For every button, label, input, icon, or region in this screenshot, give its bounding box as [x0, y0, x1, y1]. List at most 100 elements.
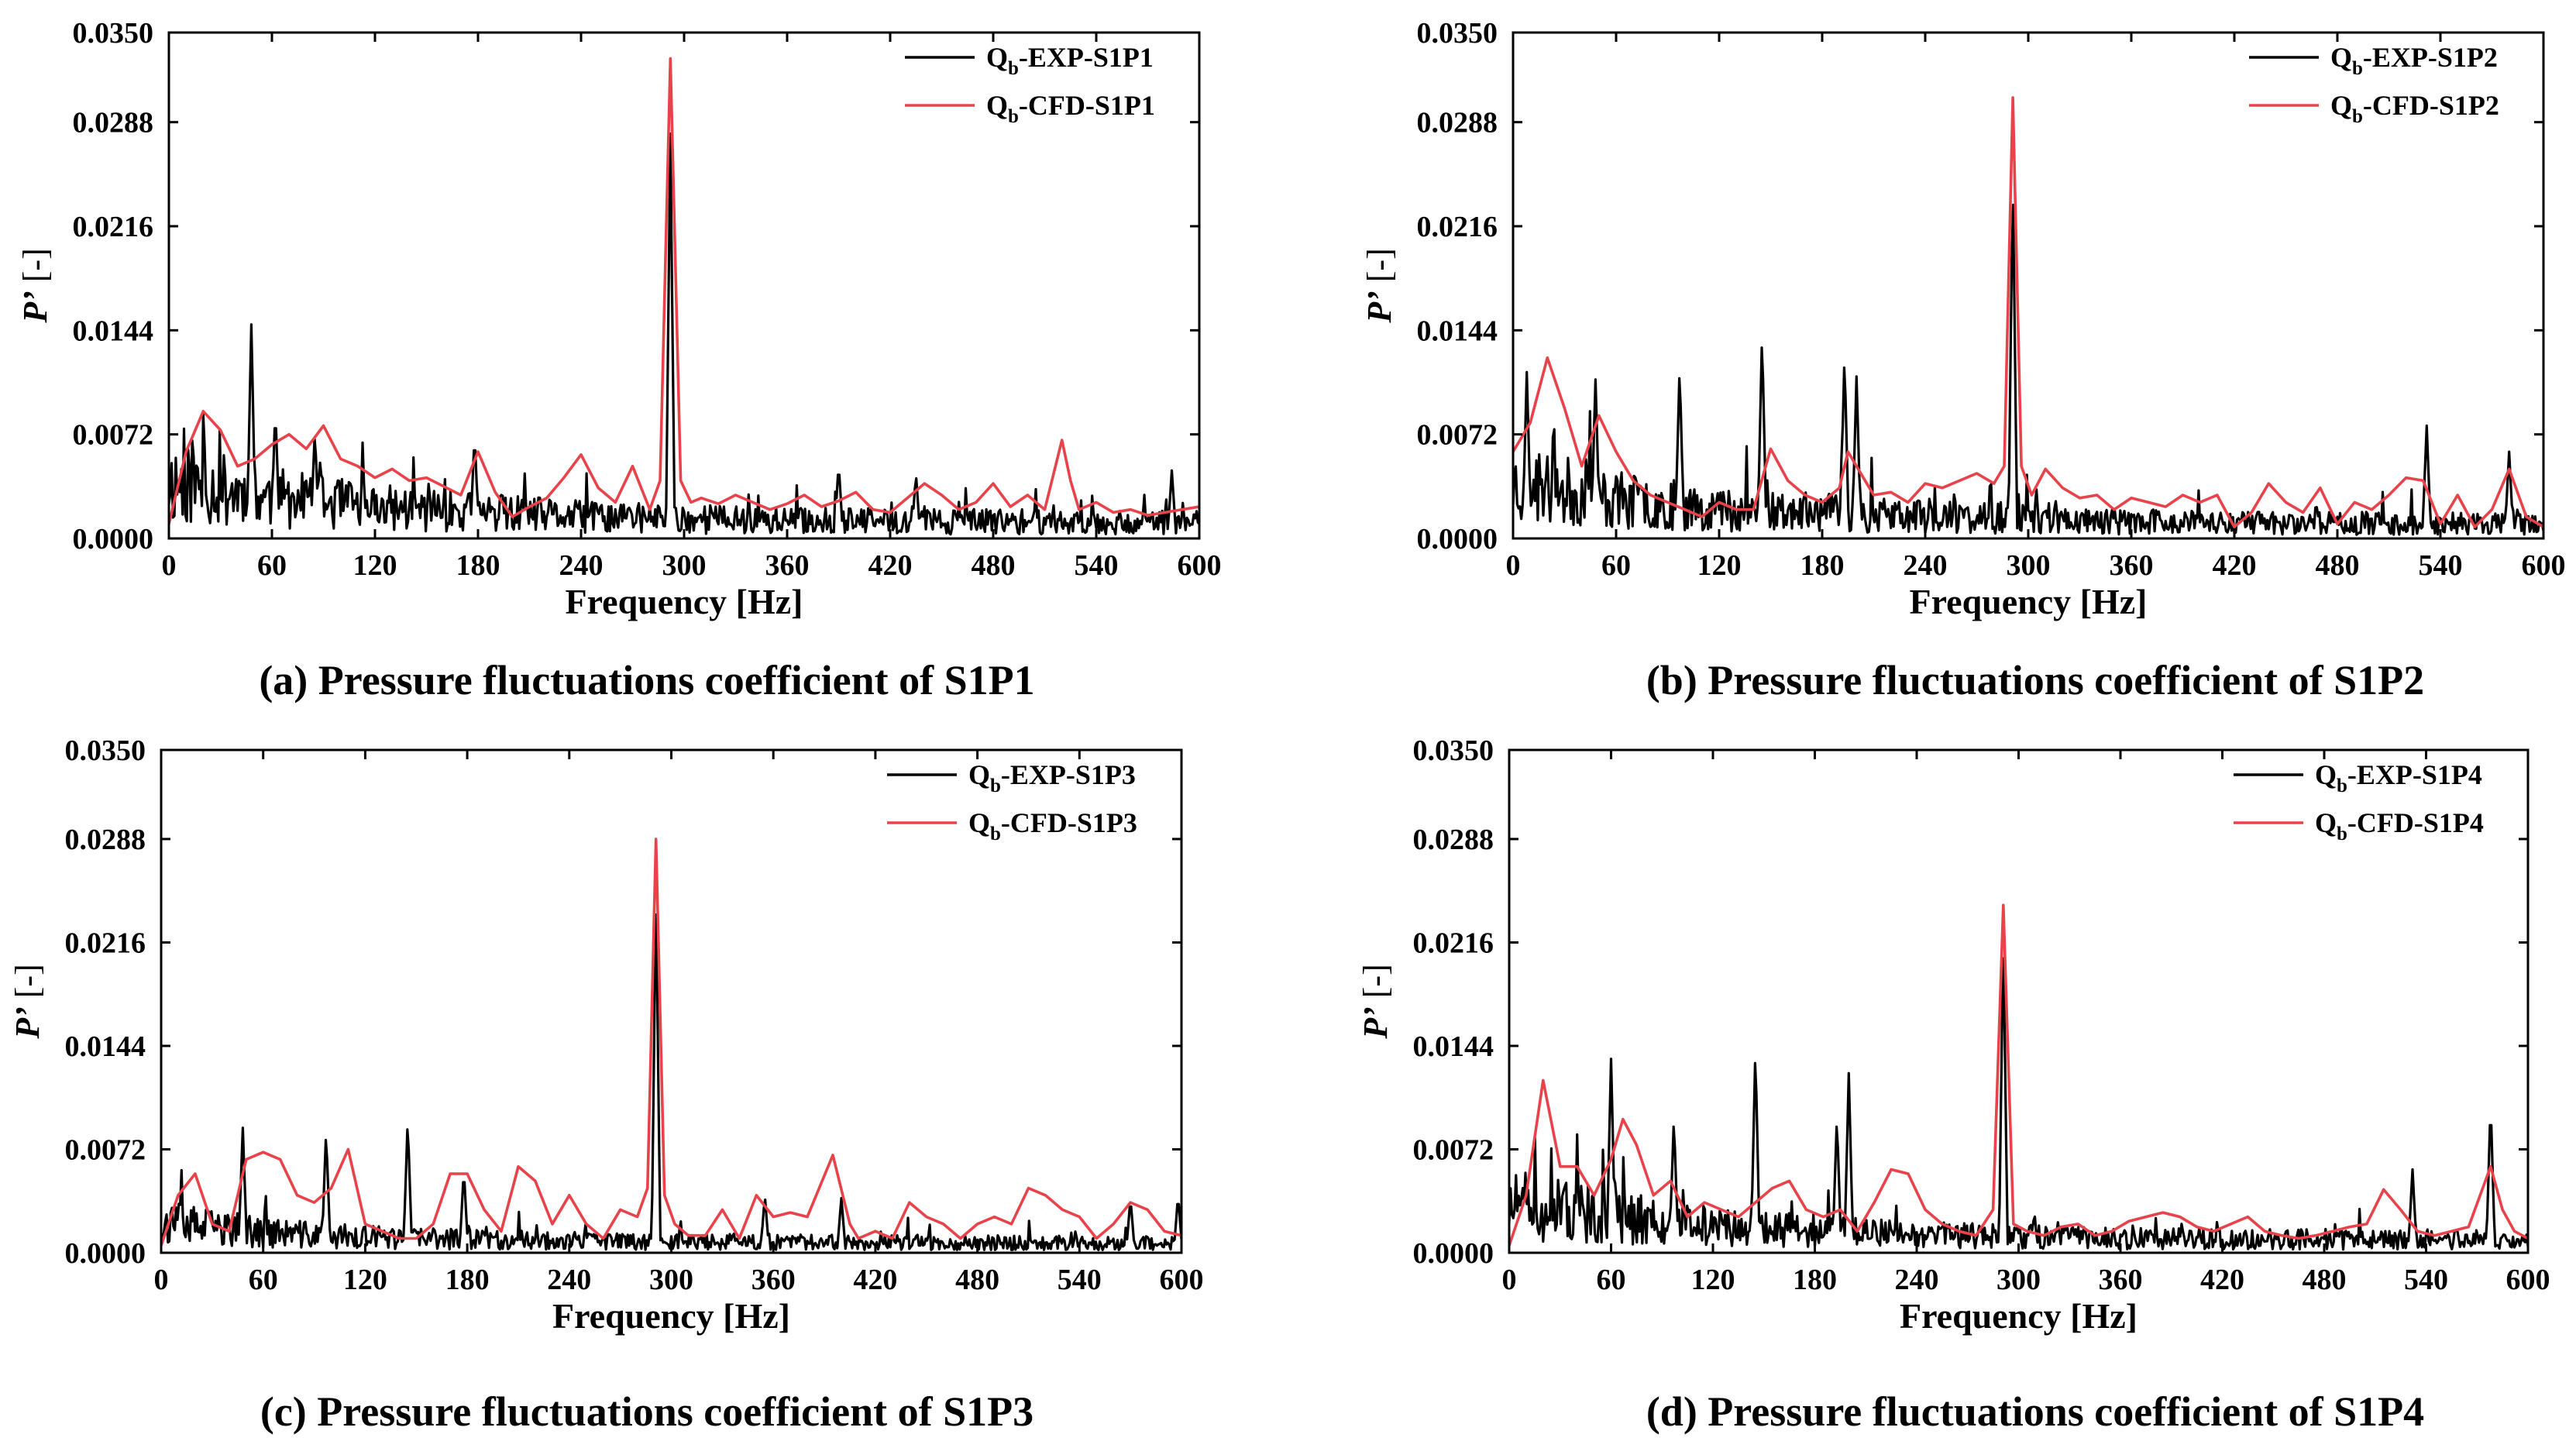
legend-name: -CFD-S1P3 — [1001, 807, 1137, 838]
legend-name: -CFD-S1P4 — [2347, 807, 2484, 838]
x-tick-label: 540 — [2419, 549, 2463, 582]
x-axis-label: Frequency [Hz] — [1900, 1296, 2137, 1336]
x-tick-label: 420 — [868, 549, 913, 582]
x-tick-label: 60 — [1597, 1264, 1626, 1296]
legend-subscript: b — [2352, 106, 2363, 127]
y-axis-label-symbol: P’ — [9, 1006, 46, 1040]
x-tick-label: 480 — [2303, 1264, 2347, 1296]
x-tick-label: 240 — [547, 1264, 591, 1296]
y-tick-label: 0.0000 — [1417, 523, 1498, 555]
x-tick-label: 120 — [353, 549, 397, 582]
plot-area — [169, 57, 1199, 536]
legend: Qb-EXP-S1P1 Qb-CFD-S1P1 — [905, 42, 1155, 127]
x-tick-label: 60 — [1601, 549, 1631, 582]
plot-area — [1509, 903, 2528, 1251]
y-tick-label: 0.0072 — [1417, 419, 1498, 452]
y-axis-label-symbol: P’ — [1360, 291, 1398, 324]
x-tick-label: 180 — [445, 1264, 490, 1296]
x-tick-label: 60 — [257, 549, 287, 582]
plot-area — [1513, 96, 2543, 536]
legend-q: Q — [986, 90, 1008, 121]
y-tick-label: 0.0216 — [1417, 211, 1498, 243]
legend-subscript: b — [990, 776, 1001, 796]
y-axis-label-unit: [-] — [1360, 248, 1398, 291]
y-tick-label: 0.0288 — [1417, 107, 1498, 139]
legend-entry-Qb-EXP-S1P1: Qb-EXP-S1P1 — [986, 42, 1154, 79]
y-tick-label: 0.0000 — [65, 1237, 146, 1270]
x-tick-label: 360 — [751, 1264, 796, 1296]
y-tick-label: 0.0350 — [1413, 734, 1494, 767]
chart-panel-a: 0 60 120 180 240 300 360 420 480 540 600 0.0000 0.00… — [16, 17, 1222, 703]
chart-panel-b: 0 60 120 180 240 300 360 420 480 540 600 0.0000 0.00… — [1360, 17, 2566, 703]
legend-entry-Qb-EXP-S1P3: Qb-EXP-S1P3 — [968, 759, 1136, 796]
y-tick-label: 0.0288 — [1413, 824, 1494, 856]
x-tick-label: 360 — [2110, 549, 2154, 582]
x-tick-label: 120 — [1697, 549, 1742, 582]
x-tick-label: 600 — [1178, 549, 1222, 582]
chart-panel-d: 0 60 120 180 240 300 360 420 480 540 600 0.0000 0.00… — [1357, 734, 2550, 1435]
legend-entry-Qb-EXP-S1P4: Qb-EXP-S1P4 — [2315, 759, 2482, 796]
x-tick-label: 0 — [162, 549, 177, 582]
y-tick-label: 0.0144 — [1417, 315, 1498, 347]
x-axis-label: Frequency [Hz] — [1909, 582, 2147, 621]
y-tick-label: 0.0072 — [73, 419, 154, 452]
legend-q: Q — [2330, 42, 2352, 73]
x-tick-label: 420 — [2200, 1264, 2244, 1296]
x-tick-label: 300 — [662, 549, 707, 582]
x-tick-label: 540 — [2404, 1264, 2448, 1296]
legend-name: -CFD-S1P2 — [2363, 90, 2499, 121]
series-line-Qb-EXP-S1P2 — [1513, 203, 2543, 536]
x-tick-label: 240 — [559, 549, 604, 582]
y-tick-label: 0.0288 — [73, 107, 154, 139]
y-axis-label: P’ [-] — [9, 964, 46, 1040]
legend-q: Q — [2315, 759, 2337, 790]
y-tick-label: 0.0144 — [73, 315, 154, 347]
series-line-Qb-EXP-S1P4 — [1509, 957, 2528, 1251]
x-tick-label: 480 — [2316, 549, 2360, 582]
y-tick-label: 0.0000 — [1413, 1237, 1494, 1270]
x-tick-label: 180 — [1800, 549, 1845, 582]
panel-caption: (d) Pressure fluctuations coefficient of… — [1646, 1388, 2424, 1435]
y-tick-label: 0.0144 — [1413, 1030, 1494, 1063]
panel-caption: (c) Pressure fluctuations coefficient of… — [260, 1388, 1033, 1435]
x-tick-label: 600 — [1160, 1264, 1204, 1296]
legend-q: Q — [968, 759, 990, 790]
series-line-Qb-CFD-S1P1 — [169, 57, 1199, 525]
y-axis-label-unit: [-] — [1357, 964, 1395, 1006]
x-tick-label: 600 — [2506, 1264, 2550, 1296]
panel-caption: (a) Pressure fluctuations coefficient of… — [259, 657, 1034, 703]
legend-q: Q — [968, 807, 990, 838]
x-tick-label: 540 — [1075, 549, 1119, 582]
x-tick-label: 420 — [853, 1264, 897, 1296]
y-tick-label: 0.0072 — [65, 1133, 146, 1166]
y-axis-label-unit: [-] — [16, 248, 54, 291]
legend-name: -EXP-S1P3 — [1001, 759, 1136, 790]
legend-subscript: b — [1008, 58, 1019, 79]
x-tick-label: 300 — [649, 1264, 693, 1296]
chart-panel-c: 0 60 120 180 240 300 360 420 480 540 600 0.0000 0.00… — [9, 734, 1204, 1435]
series-line-Qb-EXP-S1P3 — [161, 913, 1181, 1251]
y-tick-label: 0.0216 — [65, 927, 146, 959]
x-tick-label: 540 — [1058, 1264, 1102, 1296]
y-tick-label: 0.0350 — [1417, 17, 1498, 50]
y-axis-label-symbol: P’ — [1357, 1006, 1395, 1040]
legend-entry-Qb-CFD-S1P4: Qb-CFD-S1P4 — [2315, 807, 2484, 844]
x-tick-label: 120 — [343, 1264, 387, 1296]
x-tick-label: 360 — [765, 549, 810, 582]
x-tick-label: 240 — [1895, 1264, 1939, 1296]
series-line-Qb-EXP-S1P1 — [169, 132, 1199, 536]
legend-entry-Qb-CFD-S1P2: Qb-CFD-S1P2 — [2330, 90, 2499, 127]
x-tick-label: 0 — [1502, 1264, 1517, 1296]
legend-name: -CFD-S1P1 — [1019, 90, 1155, 121]
x-tick-label: 360 — [2099, 1264, 2143, 1296]
legend-subscript: b — [2337, 824, 2347, 844]
y-tick-label: 0.0216 — [73, 211, 154, 243]
y-tick-label: 0.0350 — [65, 734, 146, 767]
series-line-Qb-CFD-S1P3 — [161, 838, 1181, 1247]
plot-area — [161, 838, 1181, 1251]
legend-entry-Qb-EXP-S1P2: Qb-EXP-S1P2 — [2330, 42, 2498, 79]
